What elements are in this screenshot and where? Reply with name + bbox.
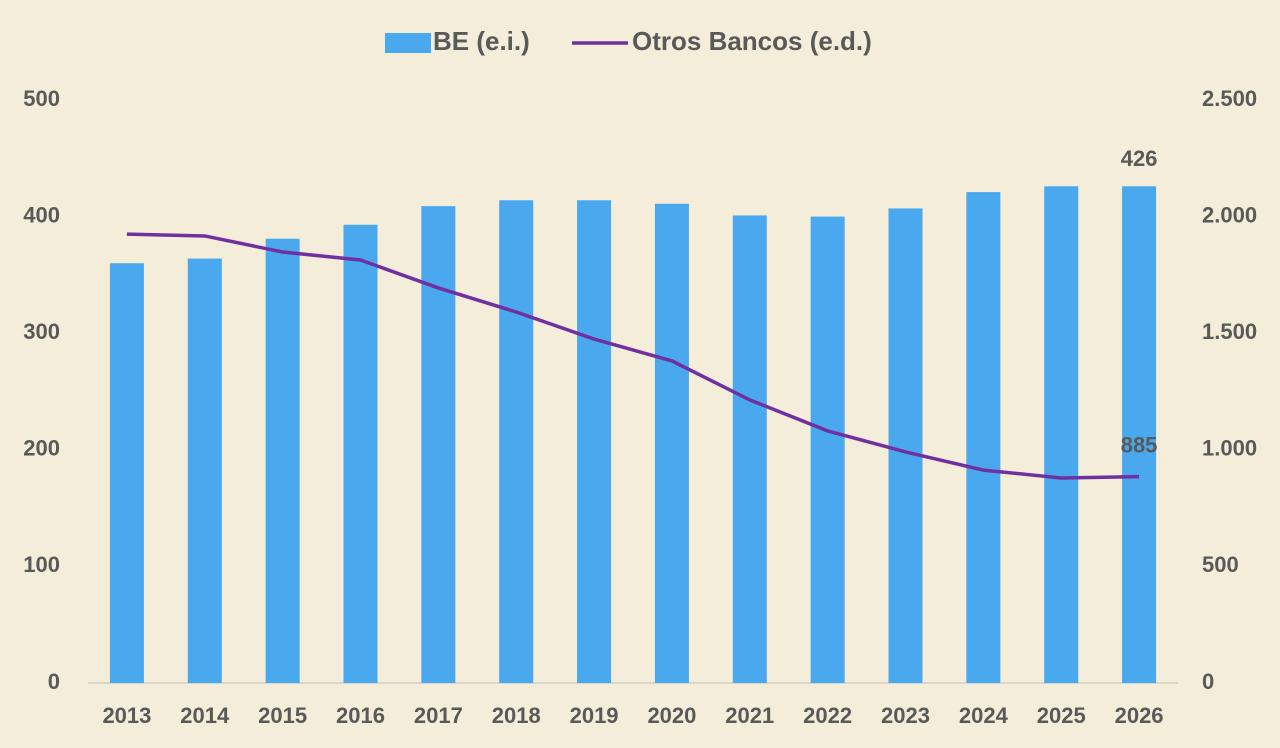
- bar: [732, 215, 767, 683]
- x-tick-label: 2016: [336, 703, 385, 728]
- data-label: 426: [1121, 146, 1158, 171]
- line: [126, 232, 1140, 480]
- bar: [499, 200, 534, 683]
- x-tick-label: 2017: [414, 703, 463, 728]
- y2-tick-label: 2.000: [1202, 202, 1257, 227]
- bar: [888, 208, 923, 684]
- bar: [343, 224, 378, 683]
- x-tick-label: 2022: [803, 703, 852, 728]
- x-tick-label: 2024: [959, 703, 1009, 728]
- y2-tick-label: 2.500: [1202, 86, 1257, 111]
- x-tick-label: 2026: [1115, 703, 1164, 728]
- y-tick-label: 200: [23, 436, 60, 461]
- y-tick-label: 100: [23, 552, 60, 577]
- y2-tick-label: 1.500: [1202, 319, 1257, 344]
- bar: [654, 203, 689, 684]
- x-tick-label: 2019: [570, 703, 619, 728]
- x-tick-label: 2013: [102, 703, 151, 728]
- y2-tick-label: 1.000: [1202, 436, 1257, 461]
- bar: [421, 206, 456, 683]
- legend-label: Otros Bancos (e.d.): [632, 26, 872, 56]
- legend-label: BE (e.i.): [433, 26, 530, 56]
- y2-tick-label: 0: [1202, 669, 1214, 694]
- x-tick-label: 2025: [1037, 703, 1086, 728]
- x-tick-label: 2018: [492, 703, 541, 728]
- bar: [265, 238, 300, 683]
- bar: [577, 200, 612, 683]
- y2-tick-label: 500: [1202, 552, 1239, 577]
- x-tick-label: 2021: [725, 703, 774, 728]
- bar: [187, 258, 222, 683]
- x-tick-label: 2015: [258, 703, 307, 728]
- data-label: 885: [1121, 432, 1158, 457]
- y-tick-label: 300: [23, 319, 60, 344]
- bar: [1122, 186, 1157, 683]
- y-tick-label: 0: [48, 669, 60, 694]
- y-tick-label: 500: [23, 86, 60, 111]
- x-tick-label: 2023: [881, 703, 930, 728]
- bar: [810, 216, 845, 683]
- x-tick-label: 2014: [180, 703, 230, 728]
- y-tick-label: 400: [23, 202, 60, 227]
- bar: [1044, 186, 1079, 683]
- legend-swatch: [385, 33, 431, 53]
- bar: [109, 263, 144, 683]
- x-tick-label: 2020: [647, 703, 696, 728]
- bar: [966, 192, 1001, 683]
